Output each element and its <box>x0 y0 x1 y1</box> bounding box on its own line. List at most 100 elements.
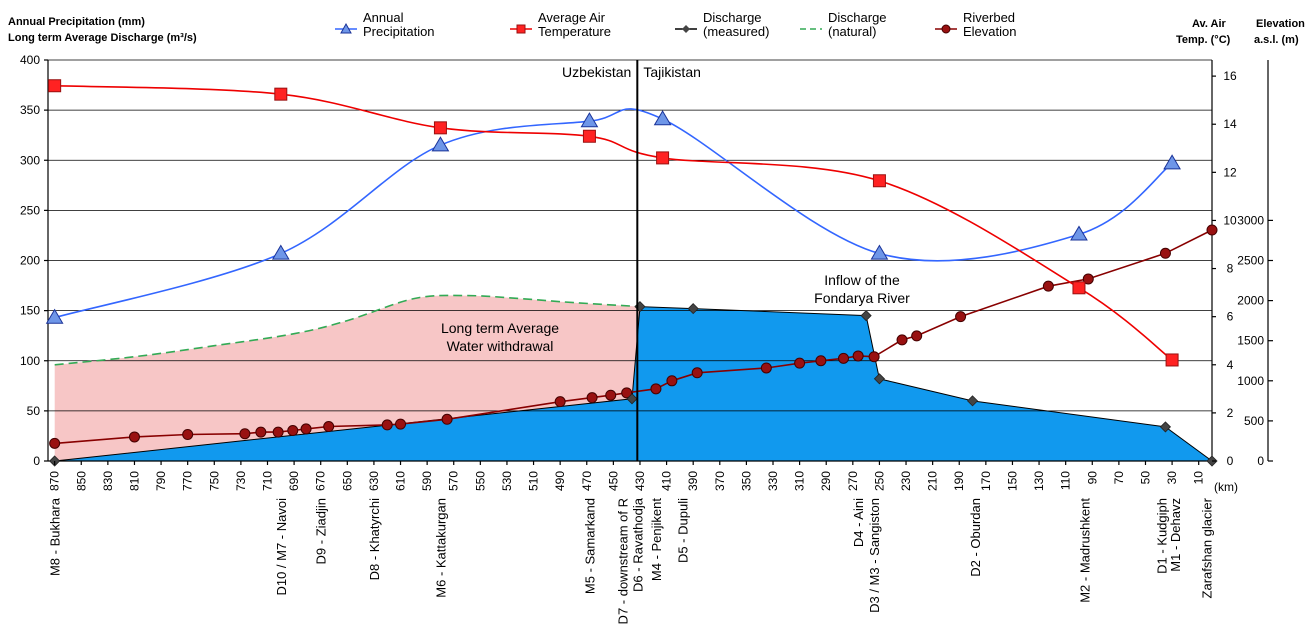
temp-axis-title-line2: Temp. (°C) <box>1176 34 1231 46</box>
elevation-point <box>49 437 61 449</box>
elevation-point <box>896 334 908 346</box>
tick-layer: 0501001502002503003504000246810121416050… <box>20 53 1273 491</box>
x-axis-tick-label: 150 <box>1005 471 1019 491</box>
temp-axis-tick-label: 4 <box>1227 358 1234 372</box>
x-axis-tick-label: 470 <box>580 471 594 491</box>
precipitation-point <box>1163 154 1181 170</box>
elev-axis-tick-label: 1000 <box>1237 374 1264 388</box>
marker-layer <box>45 79 1218 467</box>
left-axis-tick-label: 150 <box>20 304 40 318</box>
x-axis-tick-label: 790 <box>154 471 168 491</box>
legend-item: Discharge(measured) <box>675 10 769 39</box>
discharge-point <box>966 395 979 407</box>
elevation-point <box>586 392 598 404</box>
left-axis-tick-label: 100 <box>20 354 40 368</box>
x-axis-tick-label: 710 <box>260 471 274 491</box>
elevation-point <box>182 429 194 441</box>
elevation-point <box>381 419 393 431</box>
x-axis-tick-label: 310 <box>793 471 807 491</box>
elevation-point <box>621 387 633 399</box>
elevation-point <box>868 351 880 363</box>
x-axis-tick-label: 50 <box>1138 471 1152 485</box>
elevation-point <box>794 357 806 369</box>
legend-label: (natural) <box>828 24 876 39</box>
x-axis-tick-label: 510 <box>527 471 541 491</box>
x-axis-tick-label: 750 <box>207 471 221 491</box>
legend-label: (measured) <box>703 24 769 39</box>
annotation-fondarya-line1: Inflow of the <box>824 272 900 288</box>
temperature-point <box>1072 281 1086 295</box>
elev-axis-tick-label: 3000 <box>1237 213 1264 227</box>
elev-axis-tick-label: 0 <box>1257 454 1264 468</box>
discharge-natural-line <box>54 294 641 366</box>
station-label: D7 - downstream of R <box>616 498 631 624</box>
elevation-point <box>395 418 407 430</box>
station-label: D10 / M7 - Navoi <box>274 498 289 596</box>
x-axis-tick-label: 250 <box>872 471 886 491</box>
station-label: D5 - Dupuli <box>676 498 691 563</box>
discharge-point <box>860 310 872 322</box>
elevation-point <box>666 375 678 387</box>
station-label: Zarafshan glacier <box>1200 497 1215 598</box>
temperature-point <box>656 151 670 165</box>
station-layer: M8 - Bukhara D10 / M7 - Navoi D9 - Ziadjin… <box>48 497 1215 624</box>
temperature-point <box>1165 353 1179 367</box>
station-label: D1 - Kudgiph <box>1154 498 1169 574</box>
station-label: D3 / M3 - Sangiston <box>867 498 882 613</box>
left-axis-tick-label: 250 <box>20 203 40 217</box>
x-axis-tick-label: 350 <box>739 471 753 491</box>
elevation-point <box>955 311 967 323</box>
temperature-point <box>274 87 288 101</box>
x-axis-tick-label: 770 <box>181 471 195 491</box>
legend-marker <box>516 24 526 34</box>
temp-axis-tick-label: 0 <box>1227 454 1234 468</box>
x-axis-tick-label: 690 <box>287 471 301 491</box>
precipitation-point <box>45 308 64 324</box>
x-axis-tick-label: 830 <box>101 471 115 491</box>
elevation-point <box>838 352 850 364</box>
x-axis-tick-label: 850 <box>74 471 88 491</box>
x-axis-tick-label: 550 <box>473 471 487 491</box>
elev-axis-tick-label: 1500 <box>1237 334 1264 348</box>
temperature-point <box>872 174 886 188</box>
station-label: M4 - Penjikent <box>649 498 664 581</box>
x-axis-tick-label: 410 <box>660 471 674 491</box>
station-label: M8 - Bukhara <box>48 497 63 576</box>
x-axis-tick-label: 490 <box>553 471 567 491</box>
discharge-point <box>873 373 885 385</box>
x-axis-tick-label: 390 <box>686 471 700 491</box>
discharge-point <box>1159 421 1172 433</box>
precipitation-point <box>580 112 599 128</box>
legend-marker <box>682 25 690 33</box>
x-axis-tick-label: 570 <box>447 471 461 491</box>
border-label-uzbekistan: Uzbekistan <box>562 64 631 80</box>
elevation-point <box>441 413 453 425</box>
elev-axis-tick-label: 2500 <box>1237 254 1264 268</box>
x-axis-tick-label: 430 <box>633 471 647 491</box>
elev-axis-title-line1: Elevation <box>1256 18 1305 30</box>
temperature-point <box>433 121 447 135</box>
left-axis-tick-label: 350 <box>20 103 40 117</box>
x-axis-tick-label: 530 <box>500 471 514 491</box>
elevation-point <box>815 355 827 367</box>
x-axis-tick-label: 230 <box>899 471 913 491</box>
temp-axis-tick-label: 16 <box>1223 69 1237 83</box>
left-axis-title-line2: Long term Average Discharge (m³/s) <box>8 32 197 44</box>
left-axis-tick-label: 200 <box>20 254 40 268</box>
x-axis-tick-label: 630 <box>367 471 381 491</box>
temp-axis-tick-label: 6 <box>1227 310 1234 324</box>
discharge-point <box>626 393 638 405</box>
elevation-point <box>323 421 335 433</box>
left-axis-tick-label: 400 <box>20 53 40 67</box>
station-label: D6 - Ravathodja <box>630 497 645 592</box>
legend-marker <box>340 22 352 34</box>
temperature-point <box>48 79 62 93</box>
legend-label: Average Air <box>538 10 606 25</box>
elevation-point <box>1159 247 1171 259</box>
elevation-point <box>255 426 267 438</box>
x-axis-tick-label: 590 <box>420 471 434 491</box>
x-axis-tick-label: 670 <box>314 471 328 491</box>
